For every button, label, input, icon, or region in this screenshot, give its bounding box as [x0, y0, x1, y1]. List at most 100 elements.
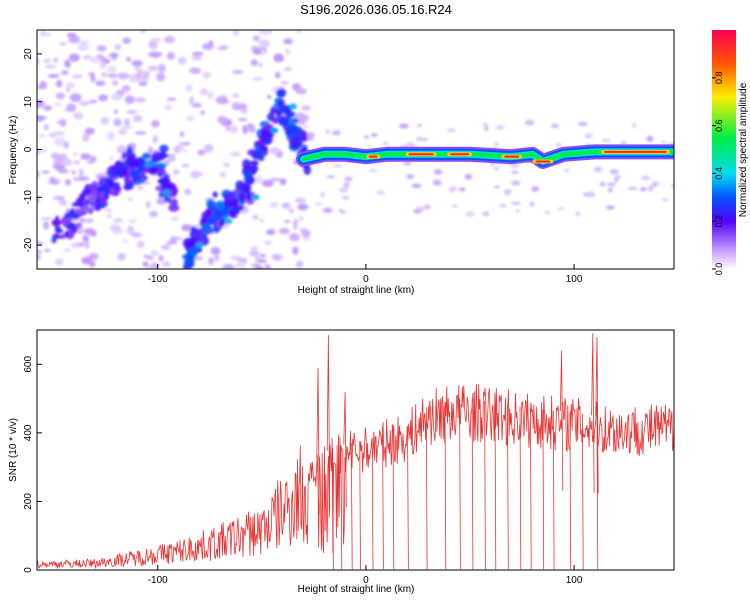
- noise-cell: [274, 71, 281, 79]
- spectrogram-y-tick-label: -20: [23, 237, 34, 252]
- signal-cell: [82, 205, 90, 213]
- noise-cell: [575, 211, 581, 217]
- signal-cell: [206, 199, 215, 208]
- noise-cell: [493, 185, 501, 189]
- noise-cell: [123, 89, 129, 94]
- signal-cell: [124, 175, 131, 185]
- noise-cell: [250, 246, 259, 251]
- colorbar-tick-label: 0.8: [714, 72, 724, 85]
- noise-cell: [77, 227, 84, 235]
- signal-cell: [258, 155, 265, 162]
- signal-cell: [107, 178, 115, 188]
- noise-cell: [220, 171, 226, 178]
- noise-cell: [420, 138, 429, 141]
- noise-cell: [232, 30, 239, 37]
- snr-y-tick-label: 600: [23, 356, 34, 373]
- noise-cell: [583, 192, 589, 197]
- noise-cell: [651, 181, 660, 186]
- signal-cell: [201, 223, 212, 234]
- noise-cell: [587, 191, 596, 198]
- noise-cell: [163, 35, 176, 44]
- signal-cell: [284, 110, 296, 118]
- noise-cell: [289, 233, 300, 242]
- noise-cell: [271, 253, 283, 261]
- noise-cell: [37, 254, 41, 260]
- signal-cell: [73, 208, 83, 215]
- noise-cell: [124, 117, 130, 127]
- signal-cell: [142, 152, 152, 160]
- noise-cell: [90, 229, 97, 237]
- noise-cell: [156, 72, 166, 82]
- noise-cell: [124, 95, 135, 105]
- noise-cell: [283, 67, 292, 71]
- noise-cell: [338, 208, 344, 213]
- noise-cell: [529, 201, 535, 207]
- noise-cell: [126, 109, 138, 115]
- signal-cell: [288, 138, 296, 145]
- noise-cell: [203, 143, 214, 153]
- signal-cell: [159, 177, 170, 187]
- noise-cell: [249, 249, 260, 257]
- noise-cell: [564, 168, 570, 172]
- noise-cell: [149, 37, 162, 43]
- noise-cell: [191, 55, 202, 61]
- noise-cell: [210, 247, 221, 255]
- noise-cell: [339, 187, 349, 193]
- noise-cell: [524, 119, 535, 126]
- noise-cell: [134, 131, 147, 135]
- noise-cell: [73, 111, 84, 120]
- signal-cell: [278, 117, 290, 127]
- noise-cell: [416, 206, 425, 212]
- noise-cell: [150, 262, 160, 269]
- snr-x-tick-label: 100: [566, 575, 583, 586]
- noise-cell: [53, 57, 59, 63]
- noise-cell: [81, 256, 93, 265]
- noise-cell: [511, 180, 517, 183]
- noise-cell: [55, 92, 66, 100]
- noise-cell: [515, 209, 521, 213]
- signal-cell: [283, 104, 291, 111]
- noise-cell: [403, 161, 412, 166]
- signal-cell: [121, 152, 126, 160]
- noise-cell: [281, 202, 291, 209]
- spectrogram-x-tick-label: 0: [363, 274, 369, 285]
- snr-series-line: [37, 333, 674, 570]
- noise-cell: [599, 182, 606, 187]
- noise-cell: [646, 135, 654, 142]
- noise-cell: [253, 176, 263, 184]
- colorbar-tick-label: 0.4: [714, 167, 724, 180]
- noise-cell: [177, 56, 187, 65]
- noise-cell: [333, 164, 343, 168]
- signal-peak-cell: [195, 242, 204, 249]
- signal-cell: [64, 231, 69, 237]
- noise-cell: [292, 221, 298, 231]
- noise-cell: [250, 59, 258, 67]
- noise-cell: [37, 249, 42, 255]
- signal-cell: [252, 163, 258, 174]
- noise-cell: [264, 263, 271, 269]
- noise-cell: [189, 67, 201, 75]
- noise-cell: [61, 70, 69, 76]
- figure-title: S196.2026.036.05.16.R24: [300, 2, 452, 17]
- snr-axes: -100 0 100 0 200 400 600: [23, 356, 583, 586]
- noise-cell: [218, 118, 228, 123]
- noise-cell: [113, 218, 123, 223]
- noise-cell: [136, 240, 145, 249]
- noise-cell: [577, 121, 588, 126]
- noise-cell: [201, 43, 214, 50]
- noise-cell: [37, 57, 40, 66]
- noise-cell: [496, 125, 505, 130]
- signal-cell: [81, 189, 90, 197]
- noise-cell: [40, 30, 46, 37]
- noise-cell: [640, 187, 647, 192]
- signal-cell: [169, 199, 177, 205]
- noise-cell: [449, 186, 458, 191]
- noise-cell: [107, 214, 112, 218]
- noise-cell: [66, 103, 77, 113]
- noise-cell: [178, 141, 185, 150]
- noise-cell: [43, 105, 53, 111]
- noise-cell: [79, 100, 91, 106]
- noise-cell: [53, 195, 66, 201]
- noise-cell: [164, 158, 171, 166]
